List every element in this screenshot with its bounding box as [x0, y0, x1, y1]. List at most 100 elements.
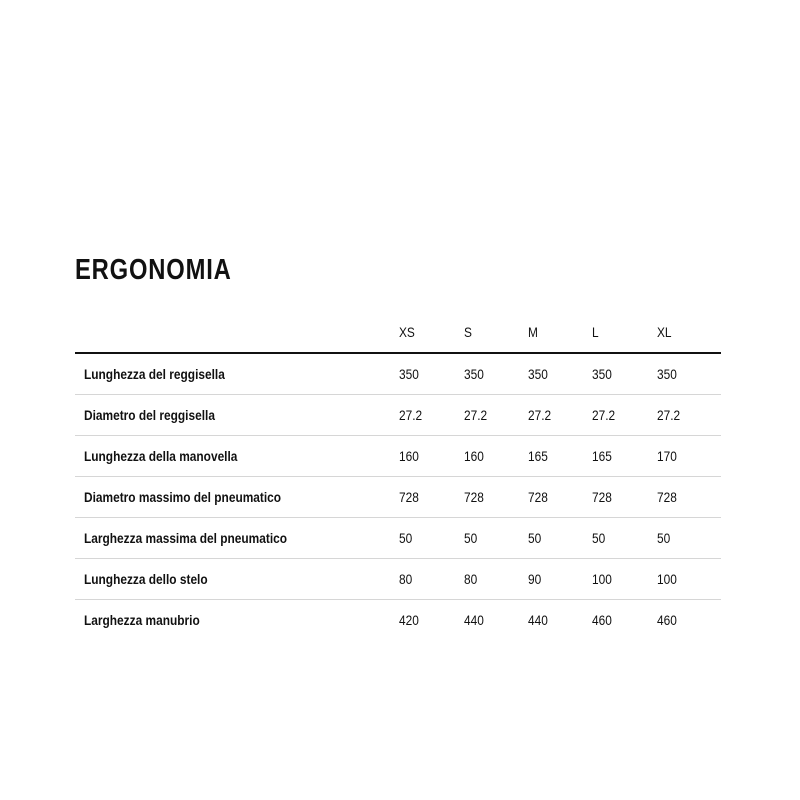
value-cell: 50: [399, 517, 464, 559]
header-xl: XL: [656, 323, 672, 340]
row-label-cell: Diametro del reggisella: [75, 394, 400, 436]
cell-value: 728: [399, 489, 420, 505]
header-size: S: [463, 311, 529, 354]
header-s: S: [463, 323, 472, 340]
header-xs: XS: [399, 323, 416, 340]
value-cell: 27.2: [528, 394, 593, 436]
value-cell: 350: [463, 353, 529, 395]
value-cell: 27.2: [592, 394, 657, 436]
cell-value: 27.2: [656, 407, 680, 423]
cell-value: 80: [399, 571, 413, 587]
value-cell: 350: [592, 353, 657, 395]
cell-value: 350: [399, 366, 420, 382]
header-m: M: [528, 323, 538, 340]
row-label: Lunghezza dello stelo: [84, 571, 208, 587]
cell-value: 460: [656, 612, 677, 628]
cell-value: 100: [592, 571, 613, 587]
value-cell: 165: [592, 435, 657, 477]
cell-value: 170: [656, 448, 677, 464]
header-size: XL: [656, 311, 721, 354]
cell-value: 50: [463, 530, 478, 546]
cell-value: 27.2: [528, 407, 552, 423]
value-cell: 50: [592, 517, 657, 559]
row-label-cell: Diametro massimo del pneumatico: [75, 476, 400, 518]
row-label-cell: Lunghezza dello stelo: [75, 558, 400, 600]
cell-value: 165: [592, 448, 613, 464]
value-cell: 50: [528, 517, 593, 559]
row-label: Larghezza manubrio: [84, 612, 200, 628]
row-label: Diametro massimo del pneumatico: [84, 489, 282, 505]
value-cell: 420: [399, 600, 463, 641]
table-header-row: XS S M L XL: [75, 311, 721, 354]
table-row: Lunghezza della manovella 160 160 165 165 170: [75, 435, 721, 477]
cell-value: 27.2: [463, 407, 487, 423]
row-label: Lunghezza del reggisella: [84, 366, 225, 382]
cell-value: 350: [463, 366, 484, 382]
value-cell: 170: [656, 435, 721, 477]
value-cell: 90: [528, 558, 593, 600]
header-empty: [75, 311, 400, 354]
cell-value: 728: [656, 489, 677, 505]
table-row: Diametro massimo del pneumatico 728 728 728…: [75, 476, 721, 518]
cell-value: 350: [592, 366, 613, 382]
value-cell: 80: [463, 558, 529, 600]
row-label: Lunghezza della manovella: [84, 448, 238, 464]
value-cell: 160: [463, 435, 529, 477]
cell-value: 728: [592, 489, 613, 505]
value-cell: 165: [528, 435, 593, 477]
value-cell: 728: [463, 476, 529, 518]
value-cell: 50: [463, 517, 529, 559]
cell-value: 160: [463, 448, 484, 464]
cell-value: 27.2: [399, 407, 423, 423]
value-cell: 27.2: [656, 394, 721, 436]
value-cell: 350: [656, 353, 721, 395]
cell-value: 90: [528, 571, 542, 587]
table-row: Larghezza manubrio 420 440 440 460 460: [75, 600, 721, 641]
table-row: Lunghezza dello stelo 80 80 90 100 100: [75, 558, 721, 600]
header-size: XS: [399, 311, 464, 354]
cell-value: 100: [656, 571, 677, 587]
cell-value: 728: [528, 489, 548, 505]
cell-value: 460: [592, 612, 613, 628]
cell-value: 350: [656, 366, 677, 382]
header-size: L: [592, 311, 657, 354]
table-row: Diametro del reggisella 27.2 27.2 27.2 27.2 2…: [75, 394, 721, 436]
value-cell: 728: [592, 476, 657, 518]
cell-value: 80: [463, 571, 478, 587]
value-cell: 440: [528, 600, 592, 641]
value-cell: 440: [464, 600, 528, 641]
row-label-cell: Lunghezza del reggisella: [75, 353, 400, 395]
cell-value: 50: [528, 530, 542, 546]
value-cell: 100: [592, 558, 657, 600]
ergonomics-table: XS S M L XL Lunghezza del reggisella 350 3…: [75, 311, 721, 640]
cell-value: 27.2: [592, 407, 616, 423]
cell-value: 160: [399, 448, 420, 464]
header-l: L: [592, 323, 600, 340]
value-cell: 27.2: [399, 394, 464, 436]
value-cell: 728: [399, 476, 464, 518]
section-title: ERGONOMIA: [75, 254, 232, 286]
cell-value: 165: [528, 448, 548, 464]
value-cell: 728: [528, 476, 593, 518]
value-cell: 350: [399, 353, 464, 395]
value-cell: 350: [528, 353, 593, 395]
value-cell: 27.2: [463, 394, 529, 436]
row-label-cell: Larghezza massima del pneumatico: [75, 517, 400, 559]
cell-value: 440: [528, 612, 548, 628]
row-label-cell: Larghezza manubrio: [75, 600, 399, 641]
cell-value: 440: [463, 612, 484, 628]
cell-value: 50: [592, 530, 606, 546]
cell-value: 50: [399, 530, 413, 546]
header-size: M: [528, 311, 593, 354]
value-cell: 460: [592, 600, 656, 641]
row-label: Larghezza massima del pneumatico: [84, 530, 288, 546]
value-cell: 728: [656, 476, 721, 518]
row-label: Diametro del reggisella: [84, 407, 215, 423]
cell-value: 728: [463, 489, 484, 505]
value-cell: 50: [656, 517, 721, 559]
table-row: Lunghezza del reggisella 350 350 350 350 350: [75, 353, 721, 395]
row-label-cell: Lunghezza della manovella: [75, 435, 400, 477]
cell-value: 50: [656, 530, 670, 546]
cell-value: 350: [528, 366, 548, 382]
value-cell: 460: [657, 600, 721, 641]
